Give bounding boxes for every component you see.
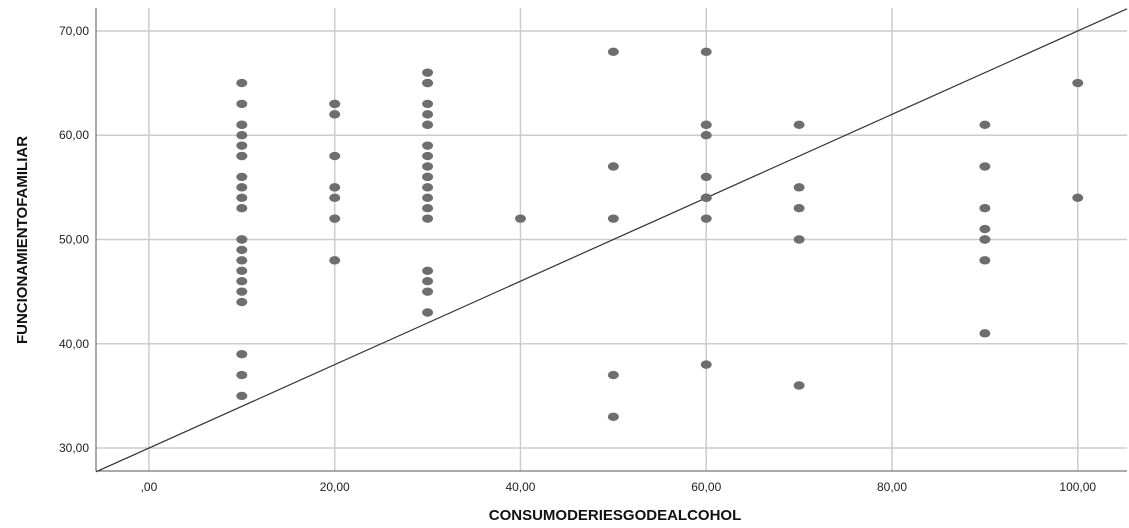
data-point (422, 204, 434, 213)
data-point (422, 162, 434, 171)
data-point (236, 141, 248, 150)
data-point (700, 214, 712, 223)
x-tick-label: 60,00 (691, 480, 721, 494)
y-tick-label: 60,00 (59, 128, 89, 142)
x-tick-label: 20,00 (320, 480, 350, 494)
data-point (329, 151, 341, 161)
data-point (236, 256, 248, 265)
data-point (700, 47, 712, 56)
data-point (236, 204, 248, 213)
y-tick-label: 40,00 (59, 337, 89, 351)
data-point (422, 193, 434, 202)
data-point (422, 120, 434, 129)
data-point (329, 214, 341, 223)
data-point (979, 224, 991, 234)
data-point (1072, 193, 1084, 202)
data-point (236, 120, 248, 129)
data-point (422, 308, 434, 317)
data-point (422, 183, 434, 192)
data-point (607, 214, 619, 223)
data-point (236, 245, 248, 255)
data-point (793, 204, 805, 213)
data-point (236, 183, 248, 192)
data-point (1072, 78, 1084, 88)
x-tick-label: 80,00 (877, 480, 907, 494)
data-point (979, 256, 991, 265)
data-point (607, 162, 619, 171)
x-tick-label: 40,00 (505, 480, 535, 494)
y-tick-label: 50,00 (59, 233, 89, 247)
y-tick-label: 30,00 (59, 441, 89, 455)
data-point (236, 193, 248, 202)
data-point (422, 214, 434, 223)
x-axis-title: CONSUMODERIESGODEALCOHOL (489, 507, 742, 524)
x-tick-label: ,00 (141, 480, 158, 494)
data-point (236, 266, 248, 275)
data-point (329, 256, 341, 265)
data-point (793, 235, 805, 244)
data-point (236, 287, 248, 296)
data-point (700, 120, 712, 129)
data-point (422, 141, 434, 150)
x-tick-labels: ,00 20,00 40,00 60,00 80,00 100,00 (141, 480, 1097, 494)
data-point (236, 297, 248, 307)
data-point (236, 151, 248, 161)
data-point (422, 266, 434, 275)
data-point (236, 172, 248, 182)
data-point (236, 277, 248, 286)
data-point (422, 287, 434, 296)
y-tick-label: 70,00 (59, 24, 89, 38)
data-point (422, 110, 434, 119)
data-point (236, 370, 248, 380)
data-point (422, 172, 434, 182)
data-point (236, 350, 248, 359)
data-point (793, 183, 805, 192)
data-point (793, 120, 805, 129)
y-tick-labels: 30,00 40,00 50,00 60,00 70,00 (59, 24, 89, 455)
data-point (700, 193, 712, 202)
data-point (607, 370, 619, 380)
data-point (607, 47, 619, 56)
data-point (422, 68, 434, 77)
data-point (793, 381, 805, 390)
data-point (236, 391, 248, 401)
reference-line (95, 8, 1128, 473)
data-point (329, 110, 341, 119)
data-point (422, 78, 434, 88)
data-point (236, 131, 248, 140)
data-point (236, 235, 248, 244)
data-point (607, 412, 619, 421)
data-point (700, 172, 712, 182)
data-point (979, 120, 991, 129)
data-point (979, 204, 991, 213)
data-point (422, 151, 434, 161)
data-points (236, 47, 1084, 421)
data-point (422, 99, 434, 109)
data-point (236, 99, 248, 109)
y-gridlines (96, 30, 1127, 449)
data-point (236, 78, 248, 88)
x-tick-label: 100,00 (1059, 480, 1096, 494)
data-point (329, 99, 341, 109)
data-point (700, 131, 712, 140)
y-axis-title: FUNCIONAMIENTOFAMILIAR (14, 136, 31, 344)
data-point (329, 183, 341, 192)
data-point (979, 235, 991, 244)
data-point (979, 329, 991, 338)
data-point (422, 277, 434, 286)
data-point (700, 360, 712, 369)
data-point (514, 214, 526, 223)
data-point (329, 193, 341, 202)
data-point (979, 162, 991, 171)
